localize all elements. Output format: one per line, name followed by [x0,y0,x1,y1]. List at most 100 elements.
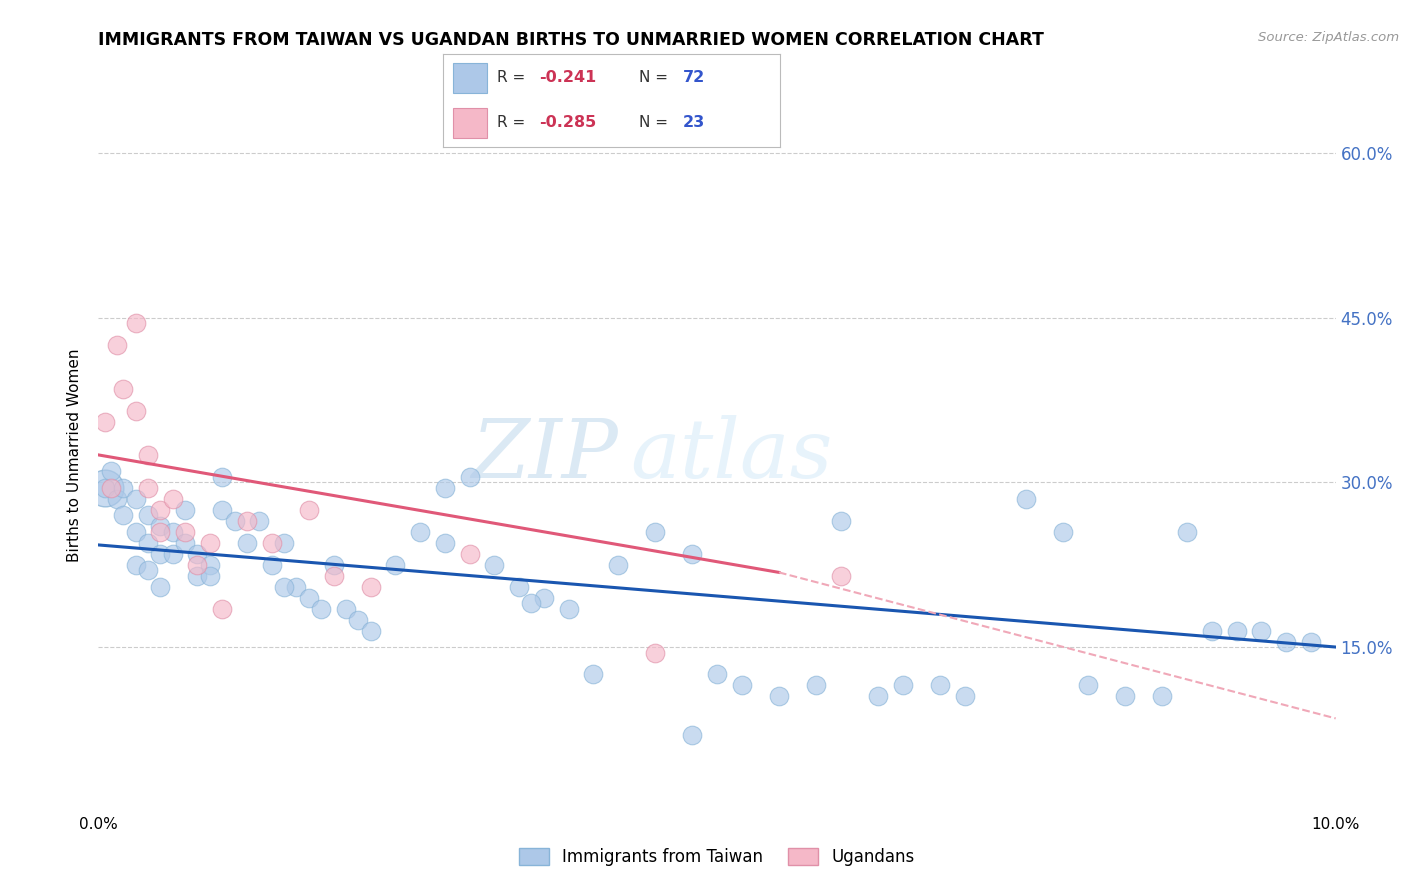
Point [236,514,259,528]
Point [1201,624,1223,638]
Text: ZIP: ZIP [471,415,619,495]
Point [322,558,344,572]
Point [93,481,115,495]
Point [1299,634,1322,648]
Point [1175,524,1198,539]
Point [136,448,159,462]
Point [136,481,159,495]
Point [211,503,233,517]
Point [891,678,914,692]
Point [93,481,115,495]
Text: atlas: atlas [630,415,832,495]
Point [1114,690,1136,704]
Point [1250,624,1272,638]
Point [347,613,370,627]
Point [124,404,146,418]
Point [186,568,208,582]
Point [953,690,976,704]
Point [100,464,122,478]
Point [211,470,233,484]
Point [260,535,283,549]
Point [211,601,233,615]
Point [360,624,382,638]
Text: R =: R = [496,70,530,86]
Point [409,524,432,539]
Point [136,563,159,577]
Point [112,382,135,396]
Point [247,514,270,528]
Point [124,316,146,330]
Point [681,547,703,561]
Point [706,667,728,681]
Point [149,519,172,533]
Point [93,415,115,429]
Point [186,547,208,561]
Text: N =: N = [638,70,672,86]
Point [830,514,852,528]
Point [928,678,950,692]
Text: IMMIGRANTS FROM TAIWAN VS UGANDAN BIRTHS TO UNMARRIED WOMEN CORRELATION CHART: IMMIGRANTS FROM TAIWAN VS UGANDAN BIRTHS… [98,31,1045,49]
Point [768,690,790,704]
Point [124,558,146,572]
Point [162,491,184,506]
Text: -0.241: -0.241 [538,70,596,86]
Point [149,547,172,561]
Point [100,481,122,495]
Point [508,580,530,594]
Point [174,503,197,517]
Point [384,558,406,572]
Point [582,667,605,681]
Point [105,491,128,506]
Point [174,524,197,539]
Point [1015,491,1038,506]
Point [458,547,481,561]
Point [607,558,630,572]
Point [1052,524,1074,539]
Point [236,535,259,549]
Y-axis label: Births to Unmarried Women: Births to Unmarried Women [67,348,83,562]
Point [224,514,246,528]
Point [804,678,827,692]
Point [136,535,159,549]
Point [136,508,159,523]
Point [174,535,197,549]
Point [124,524,146,539]
Point [105,338,128,352]
Point [112,481,135,495]
Point [198,568,221,582]
Point [162,547,184,561]
Point [484,558,506,572]
Legend: Immigrants from Taiwan, Ugandans: Immigrants from Taiwan, Ugandans [510,840,924,875]
Text: R =: R = [496,115,530,130]
Bar [453,108,486,138]
Point [149,503,172,517]
Text: -0.285: -0.285 [538,115,596,130]
Point [360,580,382,594]
Point [186,558,208,572]
Point [1077,678,1099,692]
Point [285,580,308,594]
Point [644,646,666,660]
Text: 72: 72 [682,70,704,86]
Text: N =: N = [638,115,672,130]
Point [162,524,184,539]
Bar [453,63,486,93]
Point [681,728,703,742]
Point [298,591,321,605]
Point [830,568,852,582]
Point [112,508,135,523]
Point [198,558,221,572]
Point [1275,634,1298,648]
Point [458,470,481,484]
Point [273,535,295,549]
Point [644,524,666,539]
Point [433,481,456,495]
Point [1152,690,1174,704]
Point [335,601,357,615]
Point [309,601,332,615]
Point [149,580,172,594]
Point [124,491,146,506]
Point [520,596,543,610]
Text: Source: ZipAtlas.com: Source: ZipAtlas.com [1258,31,1399,45]
Point [198,535,221,549]
